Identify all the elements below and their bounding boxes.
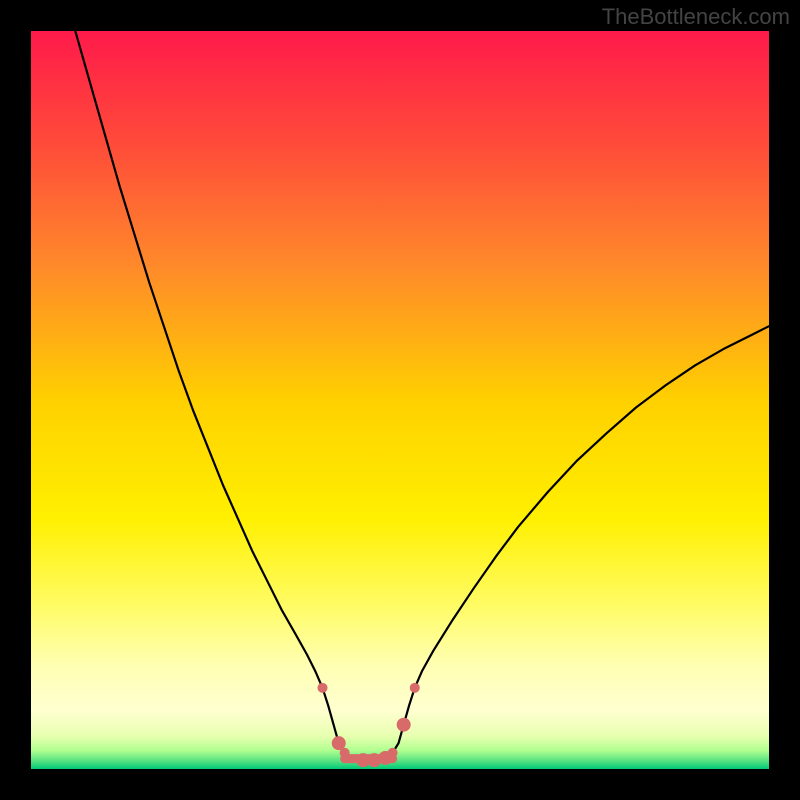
marker-dot [410, 683, 420, 693]
marker-dot [318, 683, 328, 693]
chart-svg [31, 31, 769, 769]
watermark-text: TheBottleneck.com [602, 4, 790, 30]
marker-dot [340, 748, 350, 758]
chart-background [31, 31, 769, 769]
marker-dot [397, 718, 411, 732]
bottleneck-chart [31, 31, 769, 769]
marker-dot [388, 748, 398, 758]
